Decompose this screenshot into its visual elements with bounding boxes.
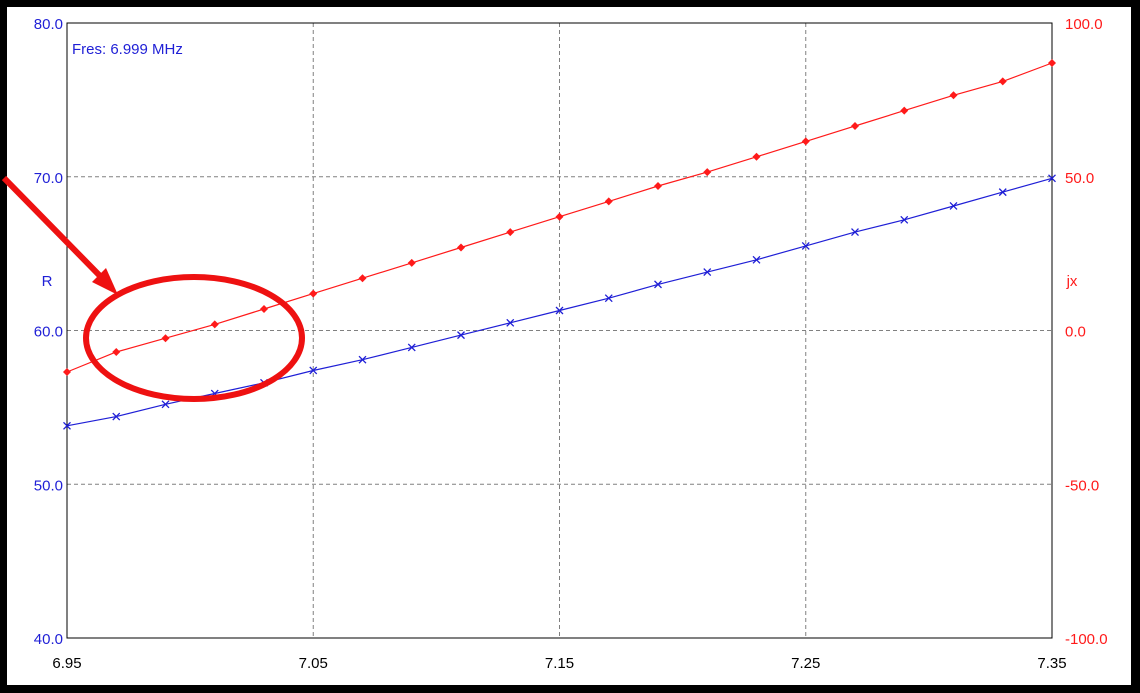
jx-data-point xyxy=(604,197,613,206)
right-axis-label: jx xyxy=(1066,273,1078,290)
r-data-point xyxy=(949,202,958,210)
right-tick-label: 50.0 xyxy=(1065,170,1094,187)
r-data-point xyxy=(1048,174,1056,183)
x-tick-label: 7.35 xyxy=(1037,655,1066,672)
left-tick-label: 70.0 xyxy=(34,170,63,187)
right-tick-label: -100.0 xyxy=(1065,631,1108,648)
jx-data-point xyxy=(457,243,465,252)
left-axis-ticks: 40.0 50.0 60.0 70.0 80.0 xyxy=(34,16,63,648)
left-axis-label: R xyxy=(42,273,53,290)
jx-data-point xyxy=(63,368,71,377)
r-data-point xyxy=(506,318,515,327)
r-data-point xyxy=(407,343,416,352)
r-data-point xyxy=(604,294,613,303)
r-data-point xyxy=(703,268,712,277)
right-axis-ticks: -100.0 -50.0 0.0 50.0 100.0 xyxy=(1065,16,1108,648)
jx-data-point xyxy=(161,334,170,343)
r-data-point xyxy=(457,331,465,340)
jx-data-point xyxy=(654,181,662,190)
plot-border xyxy=(66,22,1053,639)
r-data-point xyxy=(309,366,318,375)
x-tick-label: 7.05 xyxy=(299,655,328,672)
r-data-point xyxy=(555,306,564,315)
jx-data-point xyxy=(506,228,515,237)
jx-data-point xyxy=(309,289,318,298)
x-tick-label: 6.95 xyxy=(52,655,81,672)
jx-data-point xyxy=(801,137,810,146)
r-data-point xyxy=(654,280,662,289)
jx-data-point xyxy=(358,274,367,283)
jx-data-point xyxy=(900,106,909,115)
r-data-point xyxy=(63,421,71,430)
jx-data-point xyxy=(752,152,761,161)
jx-data-point xyxy=(998,77,1007,86)
x-tick-label: 7.15 xyxy=(545,655,574,672)
r-data-point xyxy=(752,255,761,264)
left-tick-label: 40.0 xyxy=(34,631,63,648)
jx-data-point xyxy=(407,258,416,267)
series-jx xyxy=(63,58,1056,377)
left-tick-label: 80.0 xyxy=(34,16,63,33)
x-axis-ticks: 6.95 7.05 7.15 7.25 7.35 xyxy=(52,655,1066,672)
r-data-point xyxy=(112,412,121,421)
jx-data-point xyxy=(851,122,859,131)
highlight-circle xyxy=(83,274,305,402)
jx-data-point xyxy=(703,168,712,177)
r-data-point xyxy=(900,215,909,224)
right-tick-label: 0.0 xyxy=(1065,324,1086,341)
jx-data-point xyxy=(210,320,219,329)
r-data-point xyxy=(161,400,170,409)
left-tick-label: 50.0 xyxy=(34,477,63,494)
plot-area xyxy=(7,7,1131,685)
right-tick-label: 100.0 xyxy=(1065,16,1103,33)
jx-data-point xyxy=(1048,58,1056,67)
left-tick-label: 60.0 xyxy=(34,324,63,341)
r-data-point xyxy=(801,241,810,250)
jx-data-point xyxy=(949,91,958,100)
series-r xyxy=(63,174,1056,430)
jx-data-point xyxy=(555,212,564,221)
plot-axes xyxy=(66,22,1053,639)
jx-data-point xyxy=(112,348,121,357)
highlight-arrow xyxy=(1,175,118,295)
resonance-annotation: Fres: 6.999 MHz xyxy=(72,41,183,58)
grid-lines xyxy=(67,23,1052,638)
r-data-point xyxy=(998,188,1007,197)
r-data-point xyxy=(358,355,367,364)
x-tick-label: 7.25 xyxy=(791,655,820,672)
right-tick-label: -50.0 xyxy=(1065,477,1099,494)
jx-data-point xyxy=(260,304,268,313)
r-data-point xyxy=(851,228,859,237)
